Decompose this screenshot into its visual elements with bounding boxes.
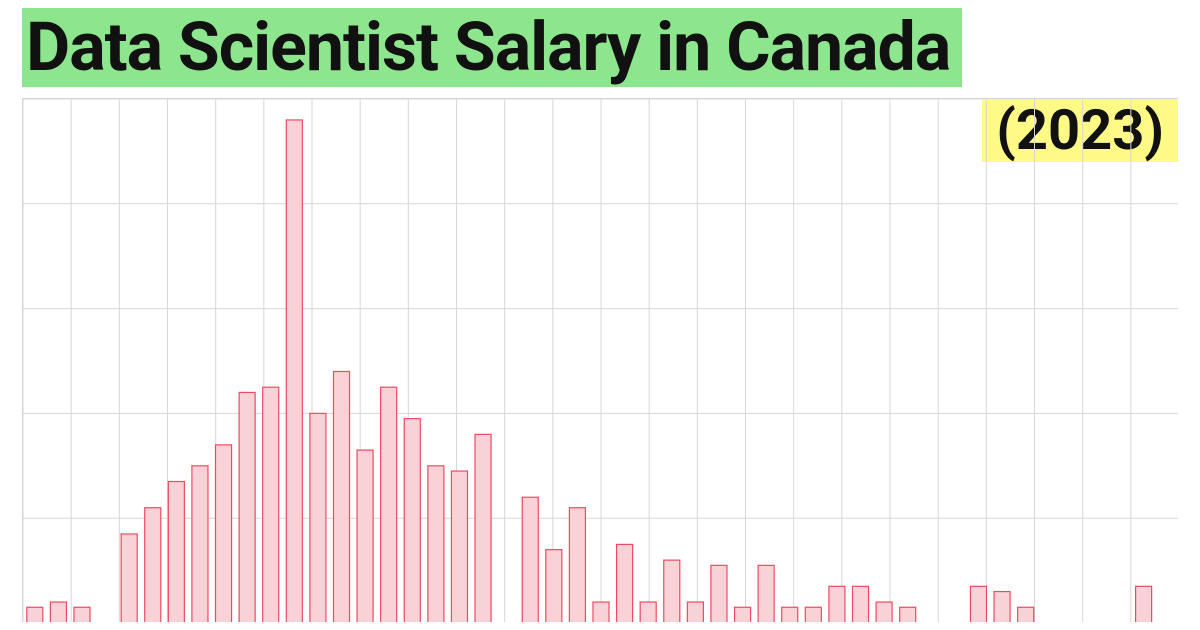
- histogram-bar: [829, 586, 845, 622]
- histogram-bar: [546, 550, 562, 622]
- histogram-bar: [970, 586, 986, 622]
- histogram-bar: [121, 534, 137, 622]
- histogram-bar: [50, 602, 66, 622]
- histogram-chart: [22, 98, 1178, 622]
- histogram-bar: [900, 607, 916, 622]
- histogram-bar: [522, 497, 538, 622]
- histogram-bar: [852, 586, 868, 622]
- chart-bars: [27, 120, 1152, 622]
- histogram-bar: [782, 607, 798, 622]
- chart-title: Data Scientist Salary in Canada: [22, 8, 962, 87]
- histogram-bar: [758, 565, 774, 622]
- histogram-bar: [310, 413, 326, 622]
- histogram-bar: [735, 607, 751, 622]
- histogram-bar: [1136, 586, 1152, 622]
- histogram-bar: [239, 392, 255, 622]
- histogram-bar: [381, 387, 397, 622]
- histogram-bar: [640, 602, 656, 622]
- histogram-bar: [27, 607, 43, 622]
- histogram-bar: [876, 602, 892, 622]
- histogram-bar: [569, 508, 585, 622]
- histogram-bar: [145, 508, 161, 622]
- histogram-bar: [428, 466, 444, 622]
- histogram-bar: [451, 471, 467, 622]
- histogram-bar: [711, 565, 727, 622]
- histogram-bar: [192, 466, 208, 622]
- histogram-bar: [593, 602, 609, 622]
- histogram-bar: [333, 371, 349, 622]
- histogram-bar: [687, 602, 703, 622]
- histogram-bar: [1018, 607, 1034, 622]
- histogram-bar: [286, 120, 302, 622]
- histogram-bar: [617, 544, 633, 622]
- histogram-bar: [357, 450, 373, 622]
- histogram-bar: [994, 592, 1010, 622]
- histogram-bar: [263, 387, 279, 622]
- histogram-bar: [664, 560, 680, 622]
- chart-container: [22, 98, 1178, 622]
- histogram-bar: [404, 419, 420, 622]
- histogram-bar: [805, 607, 821, 622]
- histogram-bar: [168, 482, 184, 622]
- histogram-bar: [216, 445, 232, 622]
- histogram-bar: [74, 607, 90, 622]
- histogram-bar: [475, 434, 491, 622]
